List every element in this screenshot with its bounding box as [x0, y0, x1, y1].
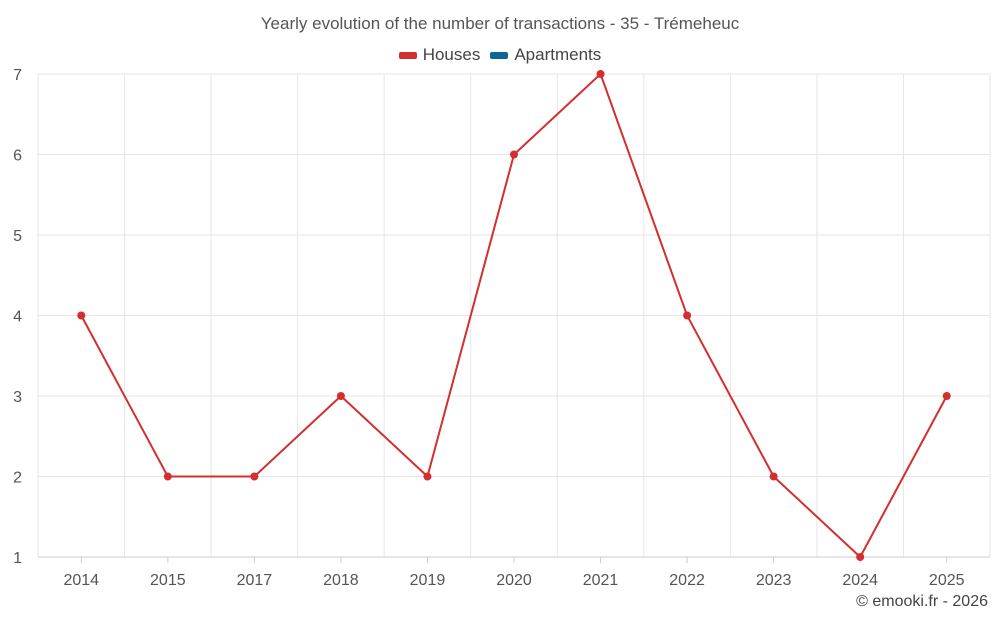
legend-item-apartments[interactable]: Apartments — [490, 45, 601, 65]
legend-swatch-apartments — [490, 51, 509, 59]
y-tick-label: 4 — [13, 309, 22, 326]
y-tick-label: 6 — [13, 148, 22, 165]
x-tick-label: 2021 — [583, 572, 619, 589]
data-point-houses[interactable] — [769, 472, 778, 481]
legend-item-houses[interactable]: Houses — [398, 45, 481, 65]
data-point-houses[interactable] — [942, 392, 951, 400]
legend-swatch-houses — [398, 51, 417, 59]
x-tick-label: 2017 — [237, 572, 273, 589]
data-point-houses[interactable] — [596, 70, 605, 78]
x-tick-label: 2018 — [323, 572, 359, 589]
y-tick-label: 7 — [13, 67, 22, 84]
y-tick-label: 5 — [13, 228, 22, 245]
x-tick-label: 2019 — [410, 572, 446, 589]
x-tick-label: 2022 — [669, 572, 705, 589]
data-point-houses[interactable] — [163, 472, 172, 481]
copyright-credit: © emooki.fr - 2026 — [856, 593, 988, 610]
x-tick-label: 2020 — [496, 572, 532, 589]
x-tick-label: 2014 — [63, 572, 99, 589]
data-point-houses[interactable] — [423, 472, 432, 481]
x-tick-label: 2023 — [756, 572, 792, 589]
data-point-houses[interactable] — [683, 311, 692, 320]
data-point-houses[interactable] — [336, 392, 345, 400]
y-tick-label: 3 — [13, 389, 22, 406]
data-point-houses[interactable] — [856, 553, 865, 561]
legend-label-houses: Houses — [422, 45, 481, 64]
data-point-houses[interactable] — [77, 311, 86, 320]
chart-legend: Houses Apartments — [0, 45, 1000, 65]
legend-label-apartments: Apartments — [514, 45, 602, 64]
data-point-houses[interactable] — [510, 150, 518, 159]
chart-title: Yearly evolution of the number of transa… — [260, 14, 740, 33]
data-point-houses[interactable] — [250, 472, 259, 481]
x-tick-label: 2015 — [150, 572, 186, 589]
x-tick-label: 2024 — [842, 572, 878, 589]
y-tick-label: 2 — [13, 470, 22, 487]
y-tick-label: 1 — [13, 550, 22, 567]
x-tick-label: 2025 — [929, 572, 965, 589]
